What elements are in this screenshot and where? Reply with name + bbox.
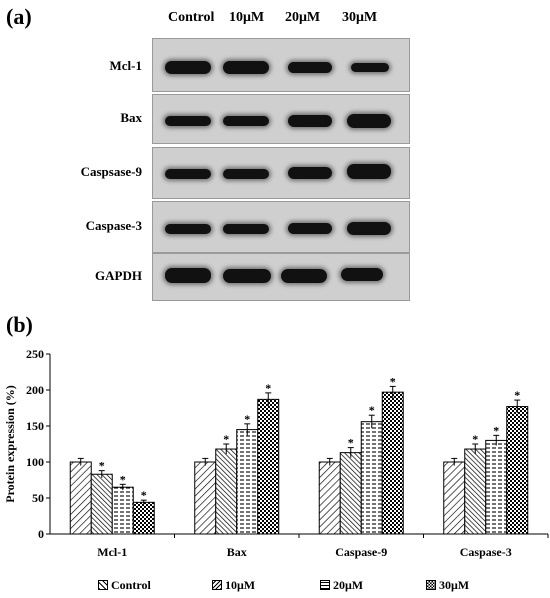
panel-a-label: (a) [6,4,32,29]
blot-label-mcl1: Mcl-1 [109,58,142,73]
legend-label-10uM: 10μM [225,577,256,592]
band [223,269,271,283]
significance-star: * [369,403,375,417]
bar [90,473,113,535]
lane-label-30uM: 30μM [342,10,378,25]
category-label: Caspase-9 [335,545,387,559]
lane-label-10uM: 10μM [229,10,265,25]
bar [464,448,487,535]
band [288,115,332,127]
y-tick-label: 200 [26,383,44,397]
lane-label-20uM: 20μM [285,10,321,25]
legend-item-control: Control [98,577,151,593]
bar [443,461,466,535]
bar [111,486,134,535]
significance-star: * [514,388,520,402]
bar [360,421,383,535]
blot-strip-caspase9 [152,147,410,199]
category-label: Bax [227,545,247,559]
significance-star: * [223,432,229,446]
significance-star: * [244,412,250,426]
category-label: Mcl-1 [97,545,127,559]
bar [69,461,92,535]
bar [381,391,404,535]
legend-swatch-control [98,580,108,590]
bar [236,429,259,535]
band [165,268,211,283]
legend-item-20uM: 20μM [320,577,363,593]
category-label: Caspase-3 [460,545,512,559]
significance-star: * [141,488,147,502]
significance-star: * [493,423,499,437]
blot-label-gapdh: GAPDH [95,268,142,283]
y-tick-label: 50 [32,491,44,505]
blot-label-caspase9: Caspsase-9 [80,164,142,179]
band [165,116,211,126]
y-axis-title: Protein expression (%) [3,385,17,503]
band [165,169,211,179]
bar [194,461,217,535]
band [288,62,332,73]
significance-star: * [265,381,271,395]
band [341,268,383,281]
legend-swatch-10uM [212,580,222,590]
band [288,167,332,179]
legend-swatch-20uM [320,580,330,590]
blot-strip-bax [152,94,410,144]
bar [318,461,341,535]
blot-strip-mcl1 [152,38,410,92]
significance-star: * [348,436,354,450]
band [165,224,211,234]
bar-chart: 0 50 100 150 200 250 Protein expression (%) * * *… [3,347,549,559]
lane-label-control: Control [168,10,215,25]
band [281,269,327,283]
band [165,61,211,74]
y-tick-label: 150 [26,419,44,433]
blot-strip-caspase3 [152,201,410,253]
bar [339,452,362,535]
band [347,114,391,128]
band [347,164,391,179]
significance-star: * [472,432,478,446]
bar [215,448,238,535]
blot-strip-gapdh [152,253,410,301]
panel-b-label: (b) [6,312,33,337]
band [223,61,269,74]
band [351,63,389,72]
blot-label-caspase3: Caspase-3 [85,218,142,233]
band [347,222,391,235]
significance-star: * [390,374,396,388]
y-tick-label: 250 [26,347,44,361]
bar [485,439,508,535]
band [223,224,269,234]
y-tick-label: 100 [26,455,44,469]
legend-label-control: Control [111,577,151,592]
band [223,169,269,179]
significance-star: * [120,472,126,486]
y-tick-label: 0 [38,527,44,541]
band [288,223,332,234]
bar [132,501,155,535]
bar [257,398,280,535]
legend-item-10uM: 10μM [212,577,255,593]
legend-swatch-30uM [426,580,436,590]
significance-star: * [99,459,105,473]
blot-label-bax: Bax [120,110,142,125]
bar [506,406,529,535]
band [223,116,269,126]
legend-item-30uM: 30μM [426,577,469,593]
legend-label-20uM: 20μM [333,577,364,592]
legend-label-30uM: 30μM [439,577,470,592]
